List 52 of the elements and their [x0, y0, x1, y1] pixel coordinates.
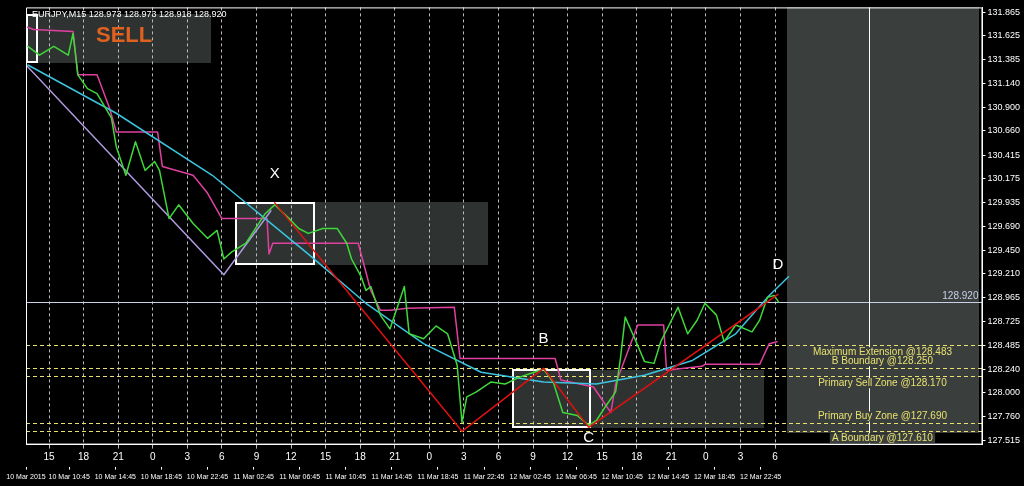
- annotation: SELL: [96, 22, 153, 48]
- y-tick-label: 128.000: [987, 387, 1021, 398]
- x-tick-label: 3: [737, 451, 744, 463]
- y-tick-label: 131.625: [987, 30, 1021, 41]
- x-tick-label: 21: [665, 451, 678, 463]
- y-tick-label: 128.240: [987, 363, 1021, 374]
- ref-line-label: Primary Sell Zone @128.170: [818, 376, 948, 388]
- x-tick-label: 18: [354, 451, 367, 463]
- annotation: B: [538, 328, 549, 346]
- x-tick-label: 9: [253, 451, 260, 463]
- y-tick-label: 130.900: [987, 101, 1021, 112]
- ref-line-label: Primary Buy Zone @127.690: [817, 410, 948, 422]
- y-tick-label: 130.175: [987, 173, 1021, 184]
- y-tick-label: 130.660: [987, 125, 1021, 136]
- x-tick-label: 6: [772, 451, 779, 463]
- chart-title: EURJPY,M15 128.973 128.973 128.918 128.920: [32, 9, 227, 20]
- annotation: D: [772, 255, 784, 273]
- x-tick-label: 0: [703, 451, 710, 463]
- y-tick-label: 127.760: [987, 411, 1021, 422]
- y-tick-label: 129.935: [987, 196, 1021, 207]
- ref-line-label: A Boundary @127.610: [832, 432, 934, 444]
- y-tick-label: 128.725: [987, 316, 1021, 326]
- x-tick-label: 12: [285, 451, 298, 463]
- y-tick-label: 128.485: [987, 339, 1021, 350]
- x-tick-label: 21: [389, 451, 401, 463]
- annotation: C: [583, 428, 595, 446]
- y-tick-label: 129.450: [987, 244, 1021, 255]
- x-tick-label: 3: [184, 451, 191, 463]
- x-tick-label: 15: [320, 451, 332, 463]
- x-tick-label: 21: [112, 451, 125, 463]
- x-tick-label: 3: [461, 451, 468, 463]
- x-tick-label: 12: [562, 451, 574, 463]
- x-tick-label: 9: [530, 451, 537, 463]
- x-tick-label: 6: [495, 451, 502, 463]
- y-tick-label: 131.385: [987, 54, 1021, 65]
- y-tick-label: 131.865: [987, 6, 1021, 17]
- ref-line-label: 128.920: [942, 290, 979, 302]
- x-tick-label: 18: [631, 451, 643, 463]
- x-tick-label: 15: [43, 451, 56, 463]
- x-tick-label: 0: [149, 451, 156, 463]
- x-tick-label: 0: [426, 451, 433, 463]
- y-tick-label: 129.690: [987, 220, 1021, 231]
- y-tick-label: 128.965: [987, 292, 1021, 303]
- ref-line-label: B Boundary @128.250: [831, 355, 934, 367]
- y-tick-label: 127.515: [987, 435, 1021, 446]
- x-tick-label: 6: [219, 451, 226, 463]
- x-tick-label: 18: [78, 451, 90, 463]
- y-tick-label: 131.140: [987, 78, 1021, 89]
- y-tick-label: 129.210: [987, 268, 1021, 279]
- annotation: X: [269, 163, 280, 181]
- x-tick-label: 15: [596, 451, 609, 463]
- y-tick-label: 130.415: [987, 149, 1021, 160]
